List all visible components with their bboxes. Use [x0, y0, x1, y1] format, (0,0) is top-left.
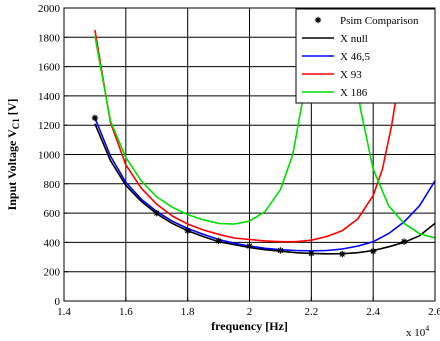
- marker-stroke: [215, 238, 222, 244]
- legend-label: X 186: [340, 87, 368, 99]
- y-tick-label: 400: [44, 237, 61, 249]
- x-multiplier: x 104: [406, 324, 429, 339]
- x-multiplier-base: x 10: [406, 327, 426, 339]
- y-tick-label: 200: [44, 267, 61, 279]
- legend-label: X 93: [340, 69, 362, 81]
- legend-label: Psim Comparison: [340, 15, 419, 27]
- series-line-x-46-5: [94, 117, 435, 252]
- y-tick-label: 2000: [38, 3, 61, 15]
- series-line-x-186: [94, 8, 435, 239]
- legend: Psim Comparison X null X 46,5 X 93 X 186: [295, 8, 436, 104]
- data-point-marker: [184, 227, 191, 234]
- x-tick-label: 1.8: [181, 306, 195, 318]
- data-point-marker: [339, 250, 346, 258]
- marker-stroke: [370, 248, 376, 254]
- tick-labels: 1.4 1.6 1.8 2 2.2 2.4 2.6 0 200 400 600 800 1000 1200…: [38, 3, 440, 318]
- data-point-marker: [369, 247, 377, 255]
- y-tick-label: 800: [44, 179, 61, 191]
- data-point-marker: [153, 209, 160, 217]
- y-tick-label: 1000: [38, 150, 61, 162]
- x-tick-label: 1.6: [119, 306, 133, 318]
- x-tick-label: 2.4: [366, 306, 380, 318]
- y-tick-label: 1800: [38, 32, 61, 44]
- series-line-x-null: [94, 123, 435, 255]
- y-tick-label: 1600: [38, 62, 61, 74]
- y-axis-label-main: Input Voltage V: [5, 129, 19, 210]
- marker-stroke: [401, 238, 407, 245]
- plot-frame: [63, 7, 436, 302]
- marker-stroke: [339, 251, 345, 257]
- x-tick-label: 2.2: [304, 306, 318, 318]
- legend-marker: [314, 16, 322, 24]
- data-point-marker: [91, 114, 99, 122]
- marker-stroke: [315, 17, 321, 23]
- x-axis-label: frequency [Hz]: [211, 319, 288, 333]
- y-tick-label: 1200: [38, 120, 61, 132]
- y-tick-label: 1400: [38, 91, 61, 103]
- marker-stroke: [308, 250, 315, 257]
- data-point-marker: [246, 242, 253, 250]
- data-point-marker: [400, 238, 408, 245]
- marker-stroke: [277, 247, 284, 254]
- x-tick-label: 2.6: [428, 306, 440, 318]
- x-tick-label: 1.4: [57, 306, 71, 318]
- series-line-x-93: [94, 8, 408, 243]
- y-axis-label-unit: [V]: [5, 99, 19, 119]
- y-axis-label-sub: C1: [11, 118, 21, 129]
- series-layer: [91, 8, 435, 258]
- marker-stroke: [154, 210, 160, 216]
- y-axis-label: Input Voltage VC1 [V]: [5, 99, 21, 211]
- marker-stroke: [92, 115, 98, 121]
- x-tick-label: 2: [247, 306, 253, 318]
- legend-label: X 46,5: [340, 51, 370, 63]
- x-multiplier-exp: 4: [425, 324, 429, 333]
- legend-label: X null: [340, 33, 368, 45]
- marker-stroke: [184, 227, 191, 234]
- y-tick-label: 0: [55, 296, 61, 308]
- marker-stroke: [246, 243, 253, 249]
- data-point-marker: [215, 237, 222, 245]
- y-tick-label: 600: [44, 208, 61, 220]
- data-point-marker: [277, 247, 284, 254]
- data-point-marker: [308, 250, 315, 257]
